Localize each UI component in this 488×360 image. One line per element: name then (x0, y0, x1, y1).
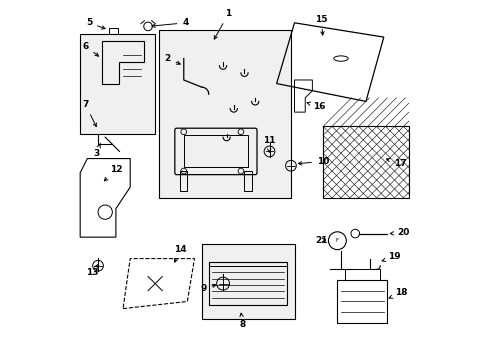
Text: 21: 21 (314, 235, 327, 244)
Bar (323, 126, 408, 198)
Text: 18: 18 (388, 288, 407, 298)
Bar (108, 28, 118, 33)
Text: 6: 6 (82, 41, 99, 56)
Text: 14: 14 (174, 245, 186, 262)
Text: 13: 13 (86, 265, 99, 277)
Text: F: F (335, 238, 338, 243)
Text: 17: 17 (386, 158, 406, 168)
Text: 20: 20 (389, 228, 409, 237)
Bar (208, 262, 287, 305)
Bar (180, 171, 187, 191)
Text: 15: 15 (314, 15, 327, 35)
Text: 12: 12 (104, 165, 122, 181)
Text: 19: 19 (381, 252, 400, 261)
Text: 1: 1 (214, 9, 231, 39)
Text: 9: 9 (200, 284, 215, 293)
Text: 10: 10 (298, 157, 328, 166)
Text: 16: 16 (306, 102, 325, 111)
Bar (337, 280, 386, 323)
Text: 8: 8 (239, 313, 245, 329)
Text: 5: 5 (86, 18, 105, 29)
Bar (159, 30, 290, 198)
Bar (183, 135, 247, 167)
Text: 7: 7 (82, 100, 96, 126)
Text: 2: 2 (164, 54, 180, 64)
Text: 11: 11 (262, 136, 274, 152)
Bar (344, 269, 380, 280)
Bar (80, 33, 155, 134)
Text: 3: 3 (93, 143, 100, 158)
Bar (201, 244, 294, 319)
Bar (244, 171, 251, 191)
Text: 4: 4 (152, 18, 188, 27)
